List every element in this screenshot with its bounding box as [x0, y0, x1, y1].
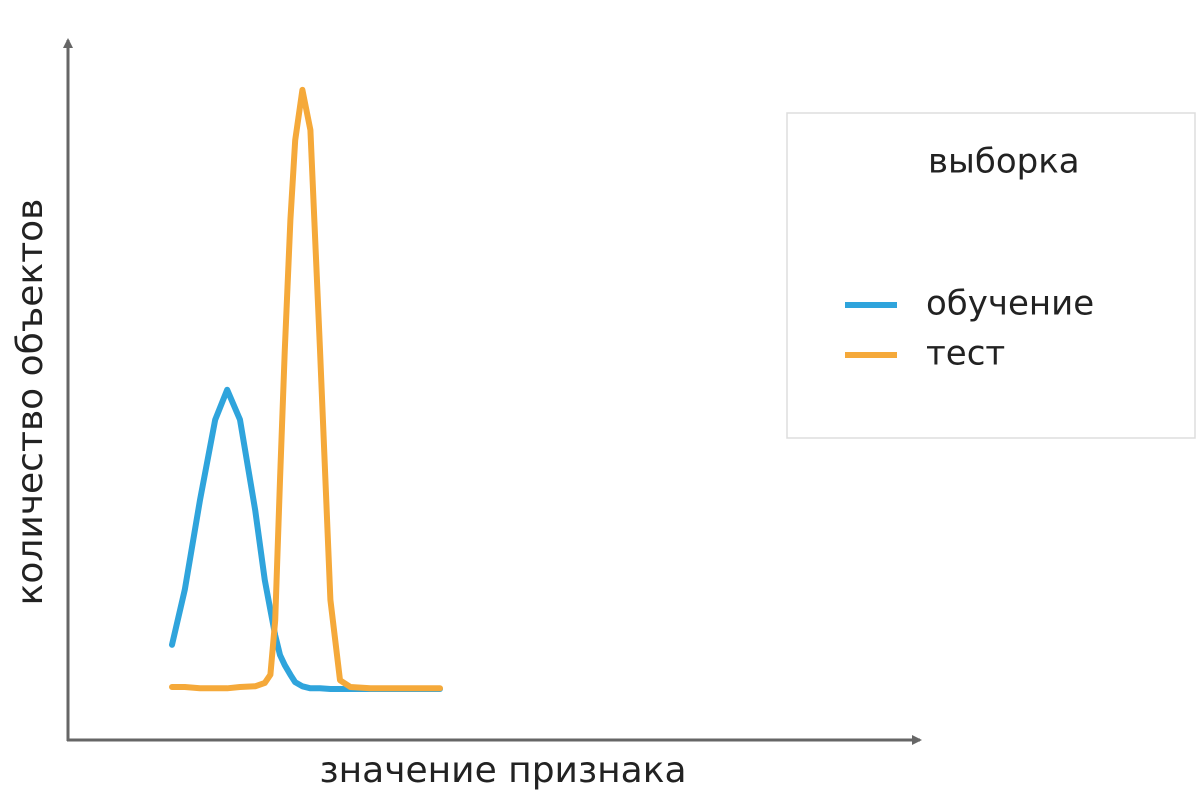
legend-box	[786, 112, 1196, 439]
legend-label: обучение	[926, 284, 1094, 324]
line-series	[169, 386, 443, 692]
legend-title: выборка	[928, 142, 1080, 182]
line-series	[169, 86, 443, 692]
x-axis-label: значение признака	[319, 750, 686, 791]
y-axis-label: количество объектов	[10, 199, 51, 606]
legend-label: тест	[926, 334, 1005, 374]
legend: выборка обучение тест	[786, 112, 1196, 439]
